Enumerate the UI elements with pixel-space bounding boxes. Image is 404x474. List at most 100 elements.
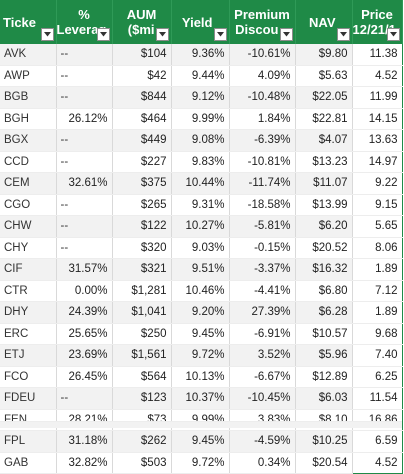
cell-aum[interactable]: $123 xyxy=(112,387,172,410)
cell-premium-discount[interactable]: -4.41% xyxy=(229,280,296,302)
cell-yield[interactable]: 9.20% xyxy=(171,301,230,324)
cell-yield[interactable]: 9.45% xyxy=(171,430,230,453)
cell-leverage[interactable]: -- xyxy=(56,86,113,109)
cell-leverage[interactable]: 31.57% xyxy=(56,258,113,281)
cell-ticker[interactable]: AWP xyxy=(0,65,57,87)
cell-leverage[interactable]: -- xyxy=(56,44,113,66)
cell-ticker[interactable]: BGH xyxy=(0,108,57,130)
cell-price[interactable]: 4.52 xyxy=(351,452,403,474)
filter-dropdown-button[interactable] xyxy=(40,28,54,41)
cell-premium-discount[interactable]: -10.48% xyxy=(229,86,296,109)
cell-yield[interactable]: 9.72% xyxy=(171,452,230,474)
cell-yield[interactable]: 9.08% xyxy=(171,129,230,152)
cell-nav[interactable]: $11.07 xyxy=(295,172,353,195)
cell-nav[interactable]: $16.32 xyxy=(295,258,353,281)
cell-ticker[interactable]: ETJ xyxy=(0,344,57,367)
cell-price[interactable]: 7.40 xyxy=(351,344,403,367)
cell-leverage[interactable]: 31.18% xyxy=(56,430,113,453)
cell-nav[interactable]: $4.07 xyxy=(295,129,353,152)
cell-price[interactable]: 11.38 xyxy=(351,44,403,66)
cell-ticker[interactable]: CGO xyxy=(0,194,57,216)
cell-price[interactable]: 11.99 xyxy=(351,86,403,109)
cell-premium-discount[interactable]: 27.39% xyxy=(229,301,296,324)
filter-dropdown-button[interactable] xyxy=(386,28,400,41)
cell-nav[interactable]: $12.89 xyxy=(295,366,353,388)
cell-aum[interactable]: $122 xyxy=(112,215,172,238)
cell-premium-discount[interactable]: -10.81% xyxy=(229,151,296,173)
cell-yield[interactable]: 9.12% xyxy=(171,86,230,109)
cell-aum[interactable]: $1,281 xyxy=(112,280,172,302)
cell-price[interactable]: 7.12 xyxy=(351,280,403,302)
cell-leverage[interactable]: 24.39% xyxy=(56,301,113,324)
cell-yield[interactable]: 10.46% xyxy=(171,280,230,302)
cell-price[interactable]: 14.97 xyxy=(351,151,403,173)
cell-nav[interactable]: $13.99 xyxy=(295,194,353,216)
cell-ticker[interactable]: FCO xyxy=(0,366,57,388)
cell-nav[interactable]: $20.54 xyxy=(295,452,353,474)
cell-aum[interactable]: $42 xyxy=(112,65,172,87)
cell-yield[interactable]: 9.45% xyxy=(171,323,230,345)
cell-yield[interactable]: 9.51% xyxy=(171,258,230,281)
cell-ticker[interactable]: CCD xyxy=(0,151,57,173)
cell-nav[interactable]: $20.52 xyxy=(295,237,353,259)
cell-price[interactable]: 9.15 xyxy=(351,194,403,216)
cell-leverage[interactable]: -- xyxy=(56,151,113,173)
cell-aum[interactable]: $449 xyxy=(112,129,172,152)
cell-yield[interactable]: 10.27% xyxy=(171,215,230,238)
cell-nav[interactable]: $22.81 xyxy=(295,108,353,130)
cell-price[interactable]: 9.22 xyxy=(351,172,403,195)
cell-price[interactable]: 8.06 xyxy=(351,237,403,259)
cell-yield[interactable]: 9.44% xyxy=(171,65,230,87)
cell-premium-discount[interactable]: -10.61% xyxy=(229,44,296,66)
cell-ticker[interactable]: CHY xyxy=(0,237,57,259)
cell-leverage[interactable]: 25.65% xyxy=(56,323,113,345)
cell-price[interactable]: 4.52 xyxy=(351,65,403,87)
cell-aum[interactable]: $250 xyxy=(112,323,172,345)
cell-aum[interactable]: $844 xyxy=(112,86,172,109)
cell-premium-discount[interactable]: 3.52% xyxy=(229,344,296,367)
cell-leverage[interactable]: -- xyxy=(56,194,113,216)
cell-nav[interactable]: $6.28 xyxy=(295,301,353,324)
cell-premium-discount[interactable]: -4.59% xyxy=(229,430,296,453)
cell-premium-discount[interactable]: -11.74% xyxy=(229,172,296,195)
filter-dropdown-button[interactable] xyxy=(213,28,227,41)
cell-yield[interactable]: 9.72% xyxy=(171,344,230,367)
cell-premium-discount[interactable]: 4.09% xyxy=(229,65,296,87)
cell-aum[interactable]: $227 xyxy=(112,151,172,173)
cell-aum[interactable]: $1,041 xyxy=(112,301,172,324)
cell-aum[interactable]: $321 xyxy=(112,258,172,281)
cell-premium-discount[interactable]: -5.81% xyxy=(229,215,296,238)
cell-ticker[interactable]: FPL xyxy=(0,430,57,453)
cell-premium-discount[interactable]: -6.91% xyxy=(229,323,296,345)
cell-aum[interactable]: $375 xyxy=(112,172,172,195)
cell-ticker[interactable]: AVK xyxy=(0,44,57,66)
cell-premium-discount[interactable]: -18.58% xyxy=(229,194,296,216)
cell-premium-discount[interactable]: 0.34% xyxy=(229,452,296,474)
cell-yield[interactable]: 9.83% xyxy=(171,151,230,173)
cell-aum[interactable]: $265 xyxy=(112,194,172,216)
cell-leverage[interactable]: -- xyxy=(56,387,113,410)
cell-aum[interactable]: $464 xyxy=(112,108,172,130)
cell-ticker[interactable]: CIF xyxy=(0,258,57,281)
cell-premium-discount[interactable]: -6.67% xyxy=(229,366,296,388)
cell-leverage[interactable]: -- xyxy=(56,65,113,87)
cell-nav[interactable]: $13.23 xyxy=(295,151,353,173)
cell-premium-discount[interactable]: -6.39% xyxy=(229,129,296,152)
cell-premium-discount[interactable]: 1.84% xyxy=(229,108,296,130)
cell-premium-discount[interactable]: -0.15% xyxy=(229,237,296,259)
cell-ticker[interactable]: FDEU xyxy=(0,387,57,410)
cell-price[interactable]: 5.65 xyxy=(351,215,403,238)
cell-nav[interactable]: $6.80 xyxy=(295,280,353,302)
cell-price[interactable]: 1.89 xyxy=(351,301,403,324)
cell-ticker[interactable]: CHW xyxy=(0,215,57,238)
cell-premium-discount[interactable]: -3.37% xyxy=(229,258,296,281)
cell-aum[interactable]: $104 xyxy=(112,44,172,66)
cell-ticker[interactable]: CTR xyxy=(0,280,57,302)
filter-dropdown-button[interactable] xyxy=(336,28,350,41)
filter-dropdown-button[interactable] xyxy=(96,28,110,41)
cell-premium-discount[interactable]: -10.45% xyxy=(229,387,296,410)
cell-ticker[interactable]: ERC xyxy=(0,323,57,345)
cell-nav[interactable]: $9.80 xyxy=(295,44,353,66)
cell-leverage[interactable]: 26.12% xyxy=(56,108,113,130)
cell-nav[interactable]: $6.20 xyxy=(295,215,353,238)
